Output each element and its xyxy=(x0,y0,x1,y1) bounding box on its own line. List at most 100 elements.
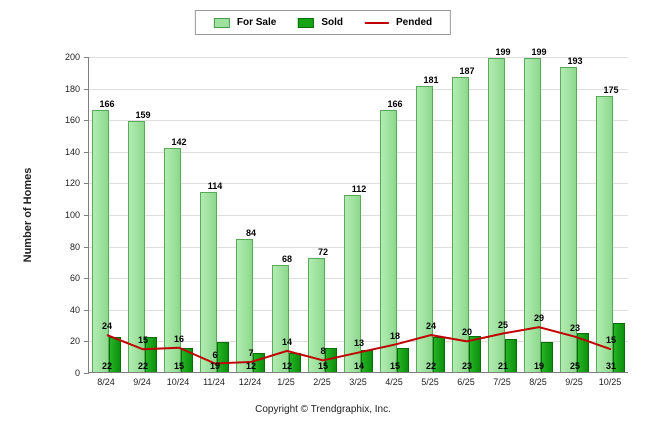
y-tick-label: 180 xyxy=(64,83,80,94)
for-sale-bar xyxy=(380,109,397,372)
sold-value-label: 22 xyxy=(101,361,112,371)
sold-bar xyxy=(433,337,445,372)
sold-value-label: 31 xyxy=(605,361,616,371)
for-sale-value-label: 159 xyxy=(135,109,151,120)
sold-value-label: 23 xyxy=(461,361,472,371)
y-tick-mark xyxy=(84,88,89,90)
x-axis-label: 4/25 xyxy=(385,377,403,387)
for-sale-value-label: 193 xyxy=(567,56,583,67)
x-axis-label: 5/25 xyxy=(421,377,439,387)
y-tick-label: 140 xyxy=(64,146,80,157)
y-tick-mark xyxy=(84,246,89,248)
plot-area: 166 22 24 159 22 15 142 15 16 114 19 6 84 12 7 68 12 14 72… xyxy=(84,47,628,374)
for-sale-value-label: 114 xyxy=(207,180,223,191)
sold-value-label: 19 xyxy=(533,361,544,371)
for-sale-value-label: 84 xyxy=(245,228,256,239)
sold-value-label: 12 xyxy=(281,361,292,371)
x-axis-label: 12/24 xyxy=(238,377,262,387)
legend-label-pended: Pended xyxy=(396,17,433,28)
pended-value-label: 24 xyxy=(101,321,112,332)
for-sale-bar xyxy=(308,258,325,372)
legend-item-pended: Pended xyxy=(365,17,432,28)
sold-value-label: 15 xyxy=(389,361,400,371)
y-tick-label: 40 xyxy=(69,304,80,315)
x-axis-label: 10/25 xyxy=(598,377,622,387)
pended-value-label: 13 xyxy=(353,338,364,349)
gridline xyxy=(89,57,628,58)
y-tick-label: 20 xyxy=(69,336,80,347)
for-sale-value-label: 199 xyxy=(531,46,547,57)
sold-value-label: 22 xyxy=(137,361,148,371)
y-tick-label: 120 xyxy=(64,178,80,189)
sold-value-label: 21 xyxy=(497,361,508,371)
gridline xyxy=(89,88,628,90)
for-sale-bar xyxy=(596,95,613,372)
legend-label-sold: Sold xyxy=(321,17,344,28)
x-axis-label: 7/25 xyxy=(493,377,511,387)
for-sale-bar xyxy=(488,57,505,372)
sold-swatch-icon xyxy=(298,17,315,28)
x-axis-label: 8/24 xyxy=(97,377,115,387)
for-sale-value-label: 199 xyxy=(495,46,511,57)
for-sale-bar xyxy=(344,195,361,372)
pended-value-label: 16 xyxy=(173,333,184,344)
sold-bar xyxy=(181,348,193,372)
legend-label-for-sale: For Sale xyxy=(236,17,277,28)
for-sale-value-label: 166 xyxy=(99,98,115,109)
y-tick-mark xyxy=(84,215,89,216)
sold-value-label: 25 xyxy=(569,361,580,371)
y-tick-mark xyxy=(84,120,89,122)
y-tick-label: 100 xyxy=(64,210,80,220)
for-sale-value-label: 72 xyxy=(317,247,328,258)
y-tick-mark xyxy=(84,309,89,311)
y-axis: 0 20 40 60 80 100 120 140 160 180 200 xyxy=(46,52,84,378)
pended-value-label: 24 xyxy=(425,321,436,332)
pended-value-label: 7 xyxy=(248,347,254,358)
for-sale-bar xyxy=(236,239,253,372)
sold-value-label: 19 xyxy=(209,361,220,371)
x-axis-label: 3/25 xyxy=(349,377,367,387)
pended-value-label: 14 xyxy=(281,336,292,347)
sold-bar xyxy=(613,323,625,372)
for-sale-value-label: 181 xyxy=(423,75,439,86)
legend: For Sale Sold Pended xyxy=(194,10,452,35)
sold-bar xyxy=(145,337,157,372)
y-tick-mark xyxy=(84,183,89,185)
y-tick-mark xyxy=(84,151,89,153)
pended-line-swatch-icon xyxy=(365,21,390,24)
y-tick-label: 160 xyxy=(64,115,80,126)
for-sale-bar xyxy=(452,76,469,372)
x-axis-label: 9/25 xyxy=(565,377,583,387)
sold-bar xyxy=(469,335,481,372)
legend-item-sold: Sold xyxy=(298,17,343,28)
for-sale-bar xyxy=(524,57,541,372)
for-sale-bar xyxy=(200,191,217,372)
y-axis-title: Number of Homes xyxy=(22,167,34,263)
x-axis: 8/24 9/24 10/24 11/24 12/24 1/25 2/25 3/25 4/25 5… xyxy=(88,377,628,391)
x-axis-label: 8/25 xyxy=(529,377,547,387)
sold-bar xyxy=(505,338,517,372)
x-axis-label: 1/25 xyxy=(277,377,295,387)
for-sale-value-label: 112 xyxy=(351,184,367,195)
for-sale-value-label: 68 xyxy=(281,253,292,264)
pended-value-label: 23 xyxy=(569,322,580,333)
for-sale-value-label: 142 xyxy=(171,136,187,147)
x-axis-label: 6/25 xyxy=(457,377,475,387)
x-axis-label: 11/24 xyxy=(203,377,225,387)
y-tick-label: 0 xyxy=(74,368,80,378)
y-tick-label: 80 xyxy=(69,241,80,252)
for-sale-bar xyxy=(164,147,181,372)
pended-value-label: 20 xyxy=(461,327,472,338)
for-sale-value-label: 175 xyxy=(603,84,619,95)
sold-value-label: 15 xyxy=(317,361,328,371)
for-sale-swatch-icon xyxy=(213,17,230,28)
sold-value-label: 22 xyxy=(425,361,436,371)
pended-value-label: 25 xyxy=(497,319,508,330)
copyright-text: Copyright © Trendgraphix, Inc. xyxy=(255,404,391,415)
y-tick-mark xyxy=(84,57,89,58)
y-tick-label: 60 xyxy=(69,273,80,284)
for-sale-value-label: 187 xyxy=(459,65,475,76)
sold-bar xyxy=(577,332,589,372)
for-sale-bar xyxy=(92,109,109,372)
